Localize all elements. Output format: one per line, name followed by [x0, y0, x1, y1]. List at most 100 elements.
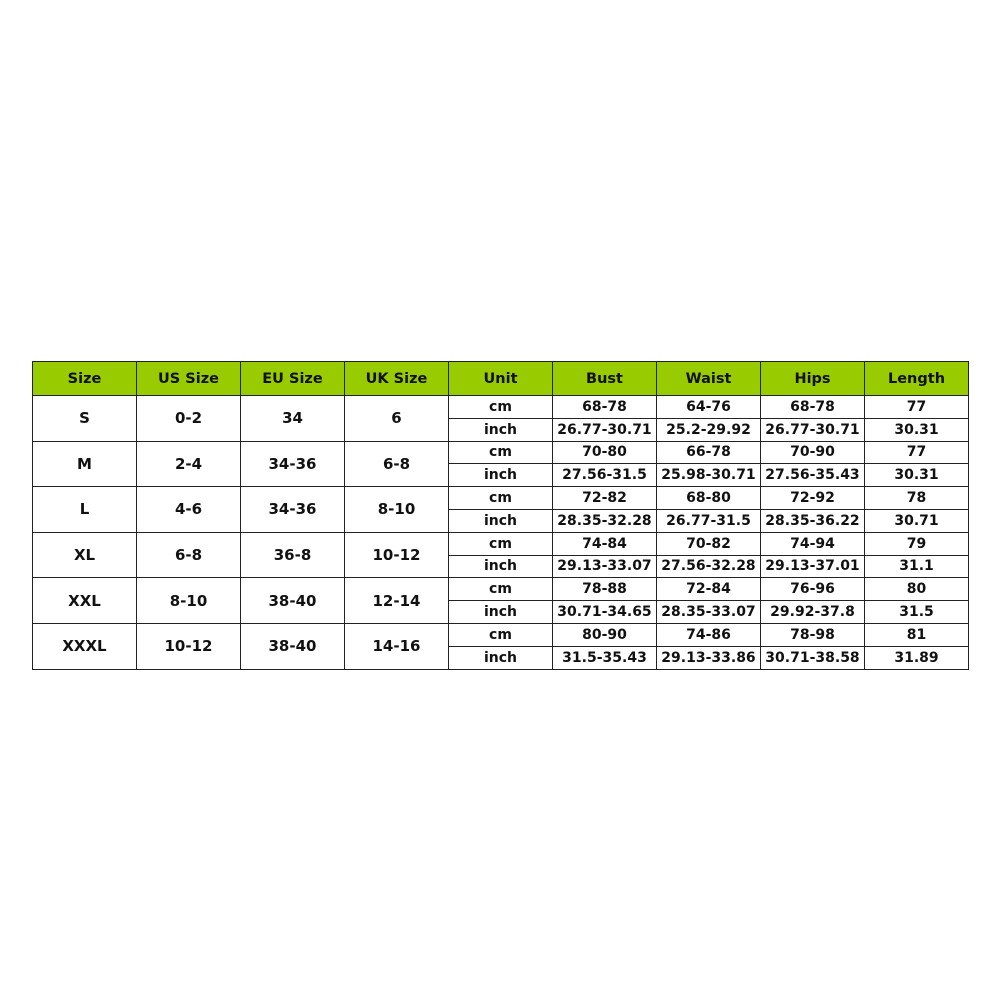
table-row: inch 29.13-33.07 27.56-32.28 29.13-37.01 31.… — [33, 554, 969, 579]
length-cell: 80 — [864, 577, 969, 602]
size-cell: XXL — [32, 577, 137, 624]
header-size: Size — [32, 361, 137, 396]
header-length: Length — [864, 361, 969, 396]
us-size-cell: 6-8 — [136, 531, 241, 579]
length-cell: 30.71 — [864, 508, 969, 533]
table-row: XXL 8-10 38-40 12-14 cm 78-88 72-84 76-96 80 — [32, 577, 969, 624]
us-size-cell: 2-4 — [136, 440, 241, 488]
unit-cell: cm — [448, 486, 553, 510]
length-cell: 31.1 — [864, 554, 969, 579]
waist-cell: 66-78 — [656, 440, 761, 465]
uk-size-cell: 6 — [344, 395, 449, 442]
unit-cell: cm — [448, 622, 553, 647]
waist-cell: 68-80 — [656, 486, 761, 510]
eu-size-cell: 38-40 — [240, 622, 345, 670]
uk-size-cell: 14-16 — [344, 622, 449, 670]
bust-cell: 70-80 — [552, 440, 657, 465]
us-size-cell: 8-10 — [136, 577, 241, 624]
hips-cell: 74-94 — [760, 531, 865, 556]
uk-size-cell: 8-10 — [344, 486, 449, 533]
uk-size-cell: 12-14 — [344, 577, 449, 624]
waist-cell: 72-84 — [656, 577, 761, 602]
header-us-size: US Size — [136, 361, 241, 396]
bust-cell: 30.71-34.65 — [552, 600, 657, 624]
length-cell: 79 — [864, 531, 969, 556]
size-cell: XL — [32, 531, 137, 579]
waist-cell: 74-86 — [656, 622, 761, 647]
table-row: inch 31.5-35.43 29.13-33.86 30.71-38.58 31.8… — [33, 645, 969, 670]
bust-cell: 80-90 — [552, 622, 657, 647]
length-cell: 77 — [864, 440, 969, 465]
unit-cell: cm — [448, 577, 553, 602]
unit-cell: inch — [448, 645, 553, 670]
length-cell: 77 — [864, 395, 969, 419]
unit-cell: cm — [448, 440, 553, 465]
unit-cell: inch — [448, 600, 553, 624]
us-size-cell: 4-6 — [136, 486, 241, 533]
table-row: M 2-4 34-36 6-8 cm 70-80 66-78 70-90 77 — [32, 440, 969, 488]
eu-size-cell: 38-40 — [240, 577, 345, 624]
hips-cell: 29.92-37.8 — [760, 600, 865, 624]
unit-cell: inch — [448, 554, 553, 579]
length-cell: 31.89 — [864, 645, 969, 670]
waist-cell: 25.98-30.71 — [656, 463, 761, 488]
eu-size-cell: 34-36 — [240, 440, 345, 488]
hips-cell: 70-90 — [760, 440, 865, 465]
bust-cell: 31.5-35.43 — [552, 645, 657, 670]
bust-cell: 78-88 — [552, 577, 657, 602]
bust-cell: 29.13-33.07 — [552, 554, 657, 579]
bust-cell: 74-84 — [552, 531, 657, 556]
us-size-cell: 10-12 — [136, 622, 241, 670]
table-row: inch 28.35-32.28 26.77-31.5 28.35-36.22 30.7… — [33, 508, 969, 533]
waist-cell: 26.77-31.5 — [656, 508, 761, 533]
header-waist: Waist — [656, 361, 761, 396]
eu-size-cell: 34-36 — [240, 486, 345, 533]
waist-cell: 29.13-33.86 — [656, 645, 761, 670]
waist-cell: 64-76 — [656, 395, 761, 419]
size-cell: L — [32, 486, 137, 533]
table-row: inch 26.77-30.71 25.2-29.92 26.77-30.71 30.3… — [33, 417, 969, 442]
bust-cell: 68-78 — [552, 395, 657, 419]
size-chart-table: Size US Size EU Size UK Size Unit Bust Waist Hi… — [32, 361, 969, 670]
header-eu-size: EU Size — [240, 361, 345, 396]
bust-cell: 26.77-30.71 — [552, 417, 657, 442]
eu-size-cell: 36-8 — [240, 531, 345, 579]
size-cell: M — [32, 440, 137, 488]
header-unit: Unit — [448, 361, 553, 396]
waist-cell: 70-82 — [656, 531, 761, 556]
hips-cell: 76-96 — [760, 577, 865, 602]
hips-cell: 78-98 — [760, 622, 865, 647]
hips-cell: 26.77-30.71 — [760, 417, 865, 442]
unit-cell: cm — [448, 531, 553, 556]
length-cell: 31.5 — [864, 600, 969, 624]
uk-size-cell: 10-12 — [344, 531, 449, 579]
length-cell: 30.31 — [864, 463, 969, 488]
eu-size-cell: 34 — [240, 395, 345, 442]
unit-cell: inch — [448, 508, 553, 533]
hips-cell: 68-78 — [760, 395, 865, 419]
unit-cell: inch — [448, 417, 553, 442]
header-bust: Bust — [552, 361, 657, 396]
table-row: XL 6-8 36-8 10-12 cm 74-84 70-82 74-94 79 — [32, 531, 969, 579]
header-hips: Hips — [760, 361, 865, 396]
size-cell: XXXL — [32, 622, 137, 670]
table-row: L 4-6 34-36 8-10 cm 72-82 68-80 72-92 78 — [32, 486, 969, 533]
header-uk-size: UK Size — [344, 361, 449, 396]
unit-cell: inch — [448, 463, 553, 488]
hips-cell: 30.71-38.58 — [760, 645, 865, 670]
waist-cell: 25.2-29.92 — [656, 417, 761, 442]
hips-cell: 72-92 — [760, 486, 865, 510]
unit-cell: cm — [448, 395, 553, 419]
waist-cell: 28.35-33.07 — [656, 600, 761, 624]
table-row: S 0-2 34 6 cm 68-78 64-76 68-78 77 — [32, 395, 969, 442]
bust-cell: 28.35-32.28 — [552, 508, 657, 533]
us-size-cell: 0-2 — [136, 395, 241, 442]
length-cell: 30.31 — [864, 417, 969, 442]
waist-cell: 27.56-32.28 — [656, 554, 761, 579]
hips-cell: 27.56-35.43 — [760, 463, 865, 488]
table-row: XXXL 10-12 38-40 14-16 cm 80-90 74-86 78-98 81 — [32, 622, 969, 670]
hips-cell: 29.13-37.01 — [760, 554, 865, 579]
length-cell: 81 — [864, 622, 969, 647]
bust-cell: 72-82 — [552, 486, 657, 510]
uk-size-cell: 6-8 — [344, 440, 449, 488]
